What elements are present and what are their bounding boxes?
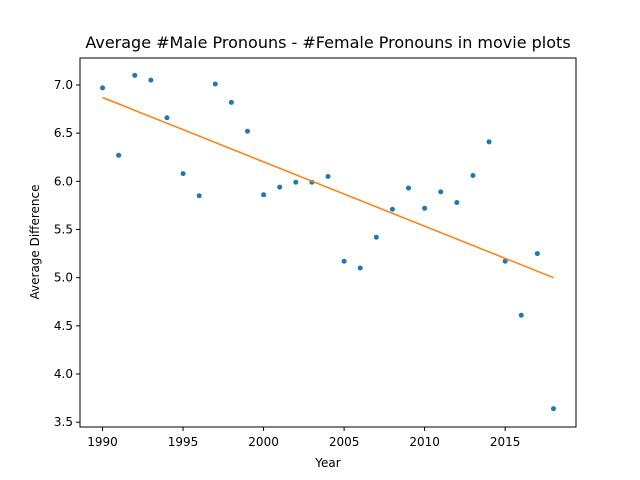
y-tick-label: 4.5 xyxy=(54,319,73,333)
plot-area: 1990 1995 2000 2005 2010 2015 3.5 4.0 4.5 5.0 5.5 6… xyxy=(54,72,556,449)
data-point xyxy=(277,184,283,190)
data-point xyxy=(100,85,106,91)
x-tick-label: 1990 xyxy=(87,435,118,449)
axes-frame xyxy=(79,57,577,428)
x-tick-label: 2005 xyxy=(329,435,360,449)
data-point xyxy=(164,115,170,121)
data-point xyxy=(373,234,379,240)
y-tick-label: 6.0 xyxy=(54,174,73,188)
y-tick-label: 5.0 xyxy=(54,271,73,285)
data-point xyxy=(502,258,508,264)
data-point xyxy=(438,189,444,195)
y-axis-label: Average Difference xyxy=(28,185,42,300)
data-point xyxy=(244,128,250,134)
data-point xyxy=(518,312,524,318)
data-point xyxy=(486,139,492,145)
chart-title: Average #Male Pronouns - #Female Pronoun… xyxy=(85,33,570,52)
data-point xyxy=(228,99,234,105)
data-point xyxy=(422,205,428,211)
data-point xyxy=(389,206,395,212)
data-point xyxy=(454,200,460,206)
data-point xyxy=(116,152,122,158)
data-point xyxy=(293,179,299,185)
data-point xyxy=(325,174,331,180)
data-point xyxy=(550,406,556,412)
data-point xyxy=(132,72,138,78)
trend-line xyxy=(102,96,554,279)
data-point xyxy=(180,171,186,177)
data-point xyxy=(357,265,363,271)
data-point xyxy=(261,192,267,198)
data-point xyxy=(196,193,202,199)
y-tick-label: 3.5 xyxy=(54,415,73,429)
x-tick-label: 2010 xyxy=(409,435,440,449)
data-point xyxy=(148,77,154,83)
x-tick-label: 2015 xyxy=(490,435,521,449)
data-point xyxy=(212,81,218,87)
data-point xyxy=(534,251,540,257)
y-tick-label: 5.5 xyxy=(54,222,73,236)
y-tick-label: 7.0 xyxy=(54,78,73,92)
data-point xyxy=(470,173,476,179)
x-tick-label: 1995 xyxy=(168,435,199,449)
y-tick-label: 4.0 xyxy=(54,367,73,381)
y-tick-label: 6.5 xyxy=(54,126,73,140)
x-axis-label: Year xyxy=(314,456,340,470)
data-point xyxy=(341,258,347,264)
x-tick-label: 2000 xyxy=(248,435,279,449)
data-point xyxy=(406,185,412,191)
